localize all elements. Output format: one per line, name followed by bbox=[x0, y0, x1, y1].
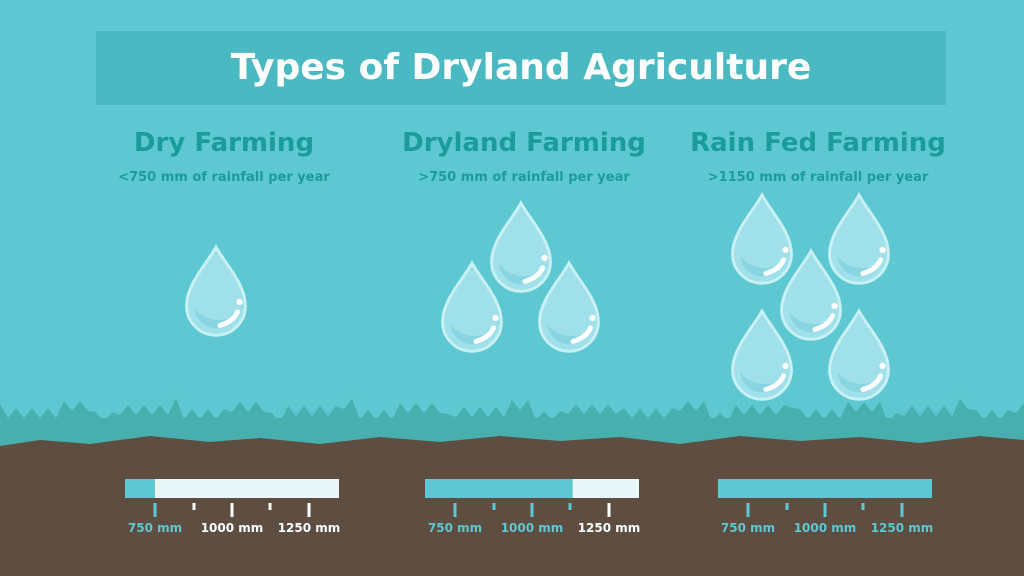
dryland-farming-subtitle: >750 mm of rainfall per year bbox=[418, 170, 630, 185]
scale-tick-label: 1000 mm bbox=[794, 521, 857, 535]
raindrop-icon bbox=[731, 308, 793, 401]
scale-fill bbox=[425, 479, 573, 498]
scale-tick-label: 750 mm bbox=[721, 521, 775, 535]
scale-minor-tick bbox=[192, 503, 196, 510]
raindrop-icon bbox=[828, 192, 890, 285]
scale-major-tick bbox=[453, 503, 457, 517]
scale-major-tick bbox=[607, 503, 611, 517]
scale-major-tick bbox=[823, 503, 827, 517]
rainfall-scale: 750 mm 1000 mm 1250 mm bbox=[425, 479, 640, 535]
rain-fed-farming-subtitle: >1150 mm of rainfall per year bbox=[707, 170, 929, 185]
scale-tick-label: 750 mm bbox=[428, 521, 482, 535]
scale-tick-label: 750 mm bbox=[128, 521, 182, 535]
dry-farming-title: Dry Farming bbox=[133, 128, 315, 158]
raindrop-icon bbox=[538, 260, 600, 353]
raindrop-icon bbox=[441, 260, 503, 353]
raindrop-icon bbox=[490, 200, 552, 293]
scale-major-tick bbox=[530, 503, 534, 517]
scale-tick-label: 1250 mm bbox=[578, 521, 641, 535]
scale-major-tick bbox=[307, 503, 311, 517]
scale-minor-tick bbox=[785, 503, 789, 510]
scale-tick-label: 1000 mm bbox=[201, 521, 264, 535]
scale-tick-label: 1250 mm bbox=[278, 521, 341, 535]
dry-farming-subtitle: <750 mm of rainfall per year bbox=[118, 170, 330, 185]
page-title: Types of Dryland Agriculture bbox=[230, 47, 812, 88]
scale-minor-tick bbox=[268, 503, 272, 510]
raindrop-icon bbox=[731, 192, 793, 285]
scale-major-tick bbox=[746, 503, 750, 517]
soil-ground bbox=[0, 436, 1024, 576]
title-banner: Types of Dryland Agriculture bbox=[96, 31, 946, 105]
scale-minor-tick bbox=[492, 503, 496, 510]
scale-minor-tick bbox=[861, 503, 865, 510]
scale-minor-tick bbox=[568, 503, 572, 510]
scale-major-tick bbox=[900, 503, 904, 517]
raindrop-icon bbox=[185, 244, 247, 337]
scale-major-tick bbox=[153, 503, 157, 517]
scale-track bbox=[125, 479, 339, 498]
scale-tick-label: 1250 mm bbox=[871, 521, 934, 535]
rain-fed-farming-title: Rain Fed Farming bbox=[690, 128, 946, 158]
dryland-farming-title: Dryland Farming bbox=[402, 128, 646, 158]
raindrop-icon bbox=[828, 308, 890, 401]
scale-fill bbox=[125, 479, 155, 498]
rainfall-scale: 750 mm 1000 mm 1250 mm bbox=[718, 479, 933, 535]
scale-major-tick bbox=[230, 503, 234, 517]
raindrop-icon bbox=[780, 248, 842, 341]
rainfall-scale: 750 mm 1000 mm 1250 mm bbox=[125, 479, 340, 535]
scale-tick-label: 1000 mm bbox=[501, 521, 564, 535]
scale-fill bbox=[718, 479, 932, 498]
